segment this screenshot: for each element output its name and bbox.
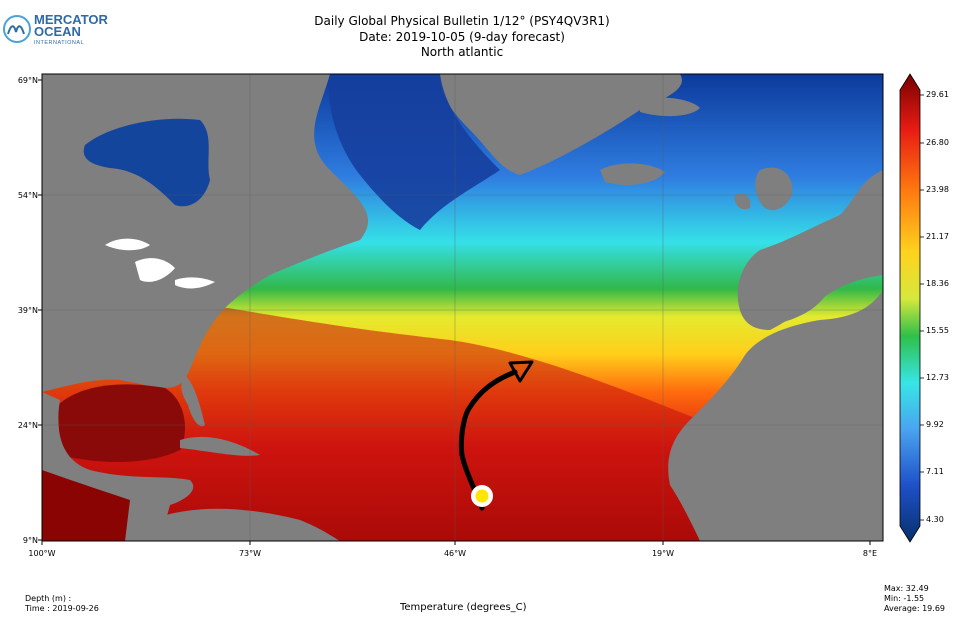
depth-label: Depth (m) :	[25, 594, 72, 603]
logo-line2: OCEAN	[34, 24, 81, 39]
colorbar-label: 15.55	[926, 326, 949, 335]
lat-label-54n: 54°N	[17, 191, 38, 200]
lon-label-8e: 8°E	[862, 549, 878, 558]
colorbar-label: 7.11	[926, 467, 944, 476]
lon-label-19w: 19°W	[651, 549, 675, 558]
colorbar-label: 12.73	[926, 373, 949, 382]
logo-line3: INTERNATIONAL	[34, 40, 85, 46]
colorbar-label: 4.30	[926, 515, 944, 524]
africa-land	[668, 290, 883, 541]
florida-land	[181, 375, 205, 427]
mercator-logo-icon	[3, 15, 31, 43]
lat-label-69n: 69°N	[17, 76, 38, 85]
south-america-land	[150, 508, 340, 541]
gulf-of-mexico	[58, 384, 185, 462]
colorbar-label: 9.92	[926, 420, 944, 429]
labrador-sea-cold-water	[329, 74, 500, 230]
page-title: Daily Global Physical Bulletin 1/12° (PS…	[314, 14, 610, 28]
colorbar-label: 21.17	[926, 232, 949, 241]
time-label: Time : 2019-09-26	[25, 604, 99, 613]
great-lakes	[105, 238, 215, 289]
colorbar-ticks	[920, 94, 924, 521]
stat-max: Max: 32.49	[884, 584, 929, 593]
hudson-bay	[83, 118, 210, 207]
lat-label-39n: 39°N	[17, 306, 38, 315]
gulf-stream-warm-water	[42, 306, 700, 541]
greenland-land	[440, 74, 682, 175]
stat-average: Average: 19.69	[884, 604, 945, 613]
forecast-date: Date: 2019-10-05 (9-day forecast)	[359, 30, 565, 44]
cuba-land	[180, 436, 260, 456]
lon-label-46w: 46°W	[443, 549, 467, 558]
depth-info: Depth (m) : Time : 2019-09-26	[25, 594, 99, 614]
mercator-logo: MERCATOR OCEAN INTERNATIONAL	[2, 10, 112, 50]
iberia-land	[739, 273, 830, 325]
colorbar-label: 18.36	[926, 279, 949, 288]
logo-line1: MERCATOR	[34, 12, 108, 27]
storm-track-line	[458, 369, 518, 511]
colorbar	[899, 73, 921, 543]
british-isles-land	[734, 167, 793, 211]
logo-wordmark: MERCATOR OCEAN	[34, 12, 108, 39]
europe-land	[737, 74, 883, 330]
colorbar-label: 26.80	[926, 138, 949, 147]
statistics: Max: 32.49 Min: -1.55 Average: 19.69	[884, 584, 945, 614]
storm-track-arrowhead	[508, 360, 534, 383]
iceland-land	[600, 163, 665, 185]
lon-label-100w: 100°W	[28, 549, 56, 558]
stat-min: Min: -1.55	[884, 594, 925, 603]
region-name: North atlantic	[420, 45, 504, 59]
pacific-warm-water	[42, 470, 130, 541]
lat-label-24n: 24°N	[17, 421, 38, 430]
lon-label-73w: 73°W	[238, 549, 262, 558]
colorbar-label: 23.98	[926, 185, 949, 194]
storm-position-core	[475, 489, 489, 503]
colorbar-label: 29.61	[926, 90, 949, 99]
variable-label: Temperature (degrees_C)	[400, 602, 527, 613]
map-frame	[41, 73, 884, 542]
axis-ticks	[38, 79, 871, 545]
lat-label-9n: 9°N	[22, 536, 38, 545]
svalbard-land	[640, 97, 700, 117]
